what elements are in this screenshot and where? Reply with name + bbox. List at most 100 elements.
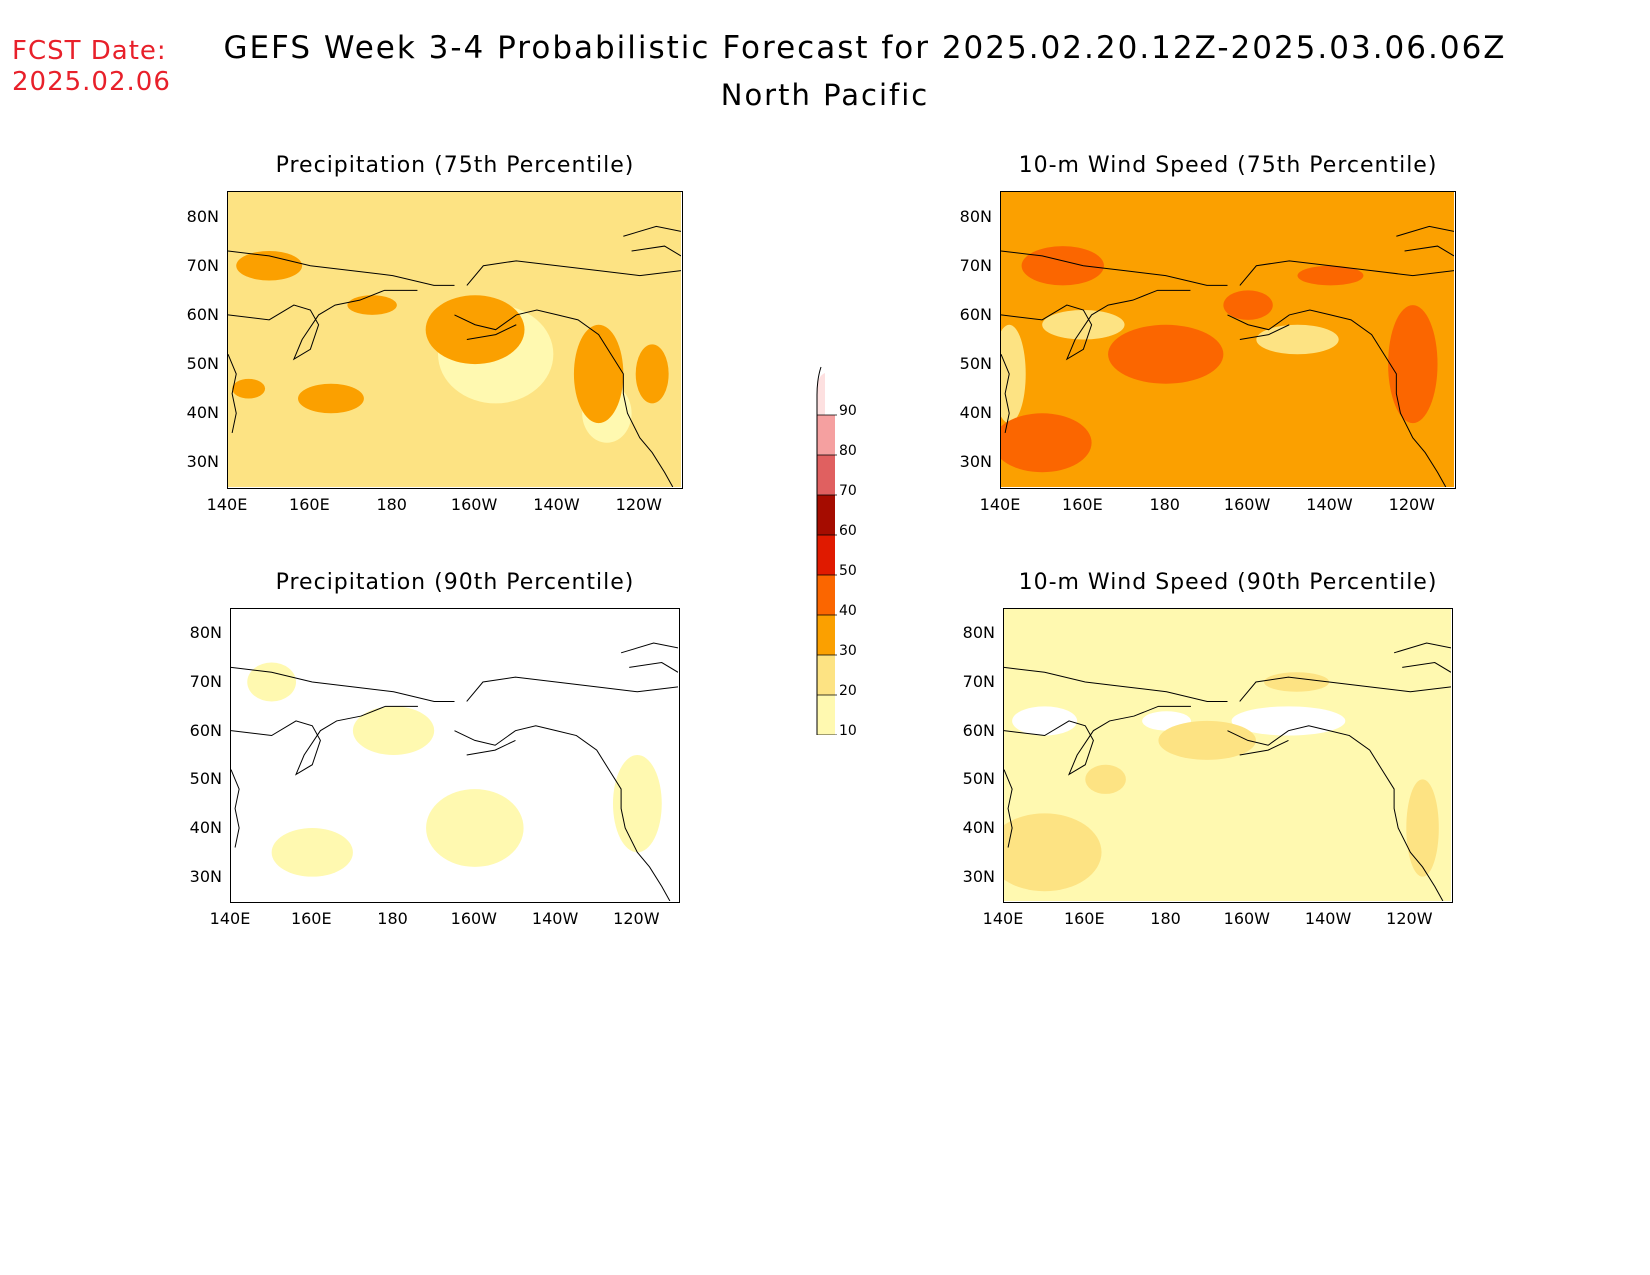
lat-tick-label: 50N xyxy=(186,354,219,374)
lat-tick-label: 30N xyxy=(962,866,995,886)
contour-patch-low xyxy=(1256,324,1339,355)
lat-tick-label: 50N xyxy=(189,769,222,789)
panel-title: 10-m Wind Speed (75th Percentile) xyxy=(1018,153,1438,178)
contour-patch-high xyxy=(1297,265,1364,286)
lat-tick-label: 30N xyxy=(186,452,219,472)
colorbar-label: 40 xyxy=(839,603,857,619)
lon-tick-label: 120W xyxy=(615,495,662,514)
lon-tick-label: 160E xyxy=(290,909,332,928)
colorbar-label: 10 xyxy=(839,723,857,735)
lat-tick-label: 40N xyxy=(962,818,995,837)
coastline xyxy=(1227,309,1447,487)
lon-tick-label: 140E xyxy=(979,495,1021,514)
coastline xyxy=(1402,662,1451,673)
colorbar-label: 70 xyxy=(839,483,857,499)
coastline xyxy=(228,289,418,361)
coastline xyxy=(228,250,455,286)
lon-tick-label: 120W xyxy=(1388,495,1435,514)
contour-patch-high xyxy=(425,295,525,365)
contour-patch-high xyxy=(1108,324,1224,384)
coastline xyxy=(466,324,517,340)
contour-patch-high xyxy=(1158,720,1256,760)
coastline xyxy=(1001,289,1191,361)
panel-title: 10-m Wind Speed (90th Percentile) xyxy=(1018,570,1438,595)
contour-patch-high xyxy=(1406,779,1439,877)
contour-patch-low xyxy=(1001,324,1026,424)
coastline xyxy=(620,642,678,654)
coastline xyxy=(1227,725,1444,901)
coastline xyxy=(228,354,237,434)
contour-patch-high xyxy=(232,378,266,399)
contour-patch-low xyxy=(1012,706,1078,736)
lat-tick-label: 80N xyxy=(959,206,992,226)
lon-tick-label: 180 xyxy=(376,495,407,514)
fcst-date-caption: FCST Date: xyxy=(12,36,167,66)
contour-patch-low xyxy=(612,701,662,760)
contour-patch-high xyxy=(1085,764,1126,794)
contour-patch-high xyxy=(271,828,353,877)
lat-tick-label: 40N xyxy=(189,818,222,837)
coastline xyxy=(1001,354,1010,434)
colorbar-swatch xyxy=(817,373,825,415)
lat-tick-label: 60N xyxy=(959,304,992,324)
coastline xyxy=(454,725,671,901)
map-panel-1 xyxy=(227,191,683,489)
coastline xyxy=(231,666,455,702)
lat-tick-label: 40N xyxy=(959,403,992,423)
coastline xyxy=(1239,676,1451,702)
contour-patch-high xyxy=(635,344,669,404)
lat-tick-label: 70N xyxy=(189,672,222,691)
lon-tick-label: 140W xyxy=(533,495,580,514)
region-subtitle: North Pacific xyxy=(720,78,930,112)
contour-patch-high xyxy=(573,324,624,424)
colorbar-outline xyxy=(816,366,822,735)
lon-tick-label: 140W xyxy=(1306,495,1353,514)
lon-tick-label: 180 xyxy=(1150,909,1181,928)
coastline xyxy=(1004,666,1228,702)
lat-tick-label: 50N xyxy=(962,769,995,789)
colorbar-swatch xyxy=(817,535,835,575)
panel-title: Precipitation (90th Percentile) xyxy=(275,570,635,595)
contour-patch-high xyxy=(352,706,435,755)
lon-tick-label: 160W xyxy=(1223,909,1270,928)
map-field xyxy=(231,609,678,901)
lat-tick-label: 80N xyxy=(189,623,222,643)
coastline xyxy=(231,705,418,776)
lon-tick-label: 140E xyxy=(982,909,1024,928)
lat-tick-label: 60N xyxy=(189,720,222,740)
lon-tick-label: 160W xyxy=(1223,495,1271,514)
lon-tick-label: 140E xyxy=(209,909,251,928)
forecast-date-label: FCST Date: 2025.02.06 xyxy=(12,36,171,98)
lon-tick-label: 120W xyxy=(1386,909,1433,928)
colorbar-swatch xyxy=(817,455,835,495)
coastline xyxy=(623,225,681,237)
coastline xyxy=(629,662,678,673)
lat-tick-label: 60N xyxy=(962,720,995,740)
fcst-date-value: 2025.02.06 xyxy=(12,67,171,97)
contour-patch-low xyxy=(1042,310,1125,340)
lon-tick-label: 120W xyxy=(613,909,660,928)
lon-tick-label: 160W xyxy=(450,495,498,514)
contour-patch-high xyxy=(347,295,397,315)
lat-tick-label: 80N xyxy=(962,623,995,643)
contour-patch-high xyxy=(1021,246,1104,286)
lat-tick-label: 70N xyxy=(959,255,992,275)
lat-tick-label: 80N xyxy=(186,206,219,226)
colorbar-label: 30 xyxy=(839,643,857,659)
coastline xyxy=(1393,642,1451,654)
panel-title: Precipitation (75th Percentile) xyxy=(275,153,635,178)
map-panel-2 xyxy=(1000,191,1456,489)
lat-tick-label: 30N xyxy=(959,452,992,472)
map-field xyxy=(228,192,681,487)
map-field xyxy=(1001,192,1454,487)
map-panel-4 xyxy=(1003,608,1453,903)
lon-tick-label: 180 xyxy=(377,909,408,928)
lat-tick-label: 70N xyxy=(962,672,995,691)
coastline xyxy=(1239,260,1454,286)
colorbar-swatch xyxy=(817,495,835,535)
contour-patch-high xyxy=(1004,813,1102,892)
contour-patch-high xyxy=(612,755,662,853)
colorbar-swatch xyxy=(817,655,835,695)
lon-tick-label: 140W xyxy=(1304,909,1352,928)
contour-patch-high xyxy=(426,789,524,867)
